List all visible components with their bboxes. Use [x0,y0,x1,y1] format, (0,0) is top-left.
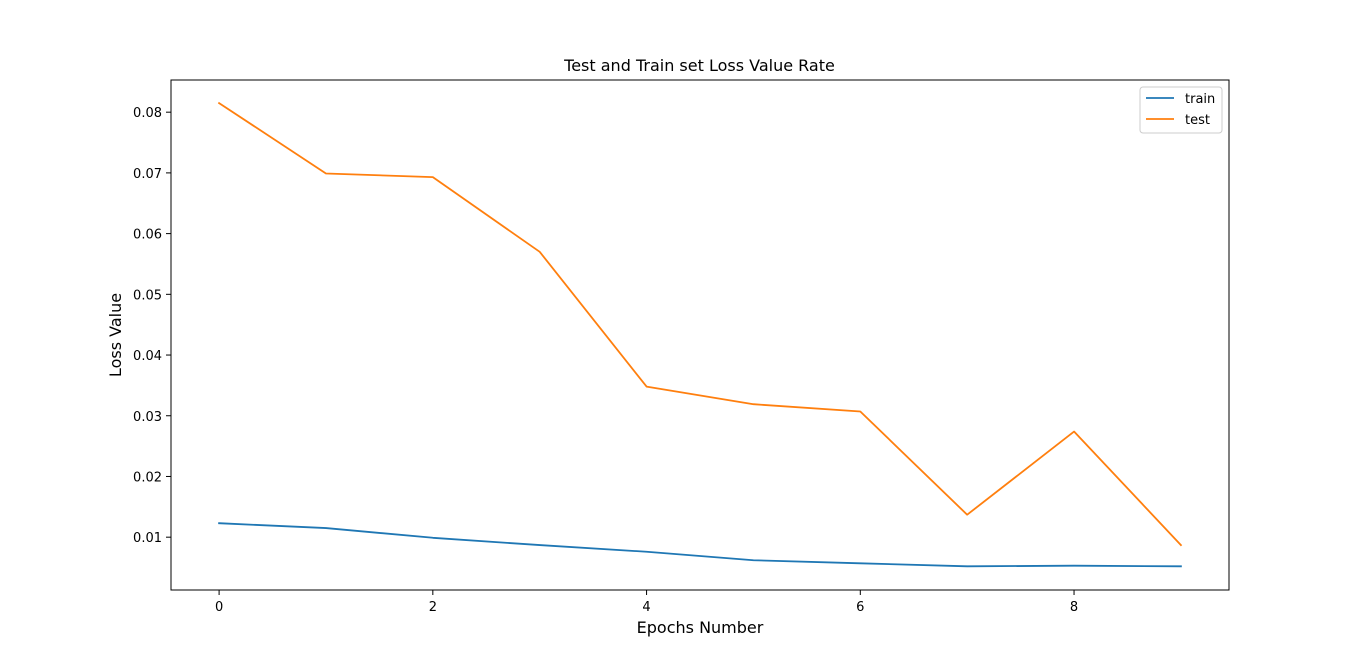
y-tick-label: 0.08 [133,106,162,121]
y-tick-label: 0.02 [133,470,162,485]
y-tick-label: 0.03 [133,410,162,425]
x-tick-label: 4 [642,600,650,615]
legend-label-train: train [1185,92,1215,107]
x-tick-label: 8 [1070,600,1078,615]
chart-title: Test and Train set Loss Value Rate [563,56,835,75]
y-tick-label: 0.07 [133,167,162,182]
series-line-test [217,101,1183,547]
y-tick-label: 0.04 [133,349,162,364]
plot-area [217,101,1183,568]
x-tick-label: 6 [856,600,864,615]
y-tick-label: 0.01 [133,531,162,546]
legend: train test [1139,86,1223,134]
x-tick-label: 2 [429,600,437,615]
y-axis-label: Loss Value [106,293,125,377]
x-axis: 0 2 4 6 8 [215,590,1078,615]
x-axis-label: Epochs Number [637,618,764,637]
y-axis: 0.01 0.02 0.03 0.04 0.05 0.06 0.07 0.08 [133,106,171,546]
y-tick-label: 0.06 [133,228,162,243]
legend-label-test: test [1185,113,1210,128]
y-tick-label: 0.05 [133,288,162,303]
plot-frame [170,79,1230,591]
x-tick-label: 0 [215,600,223,615]
series-line-train [218,522,1182,568]
